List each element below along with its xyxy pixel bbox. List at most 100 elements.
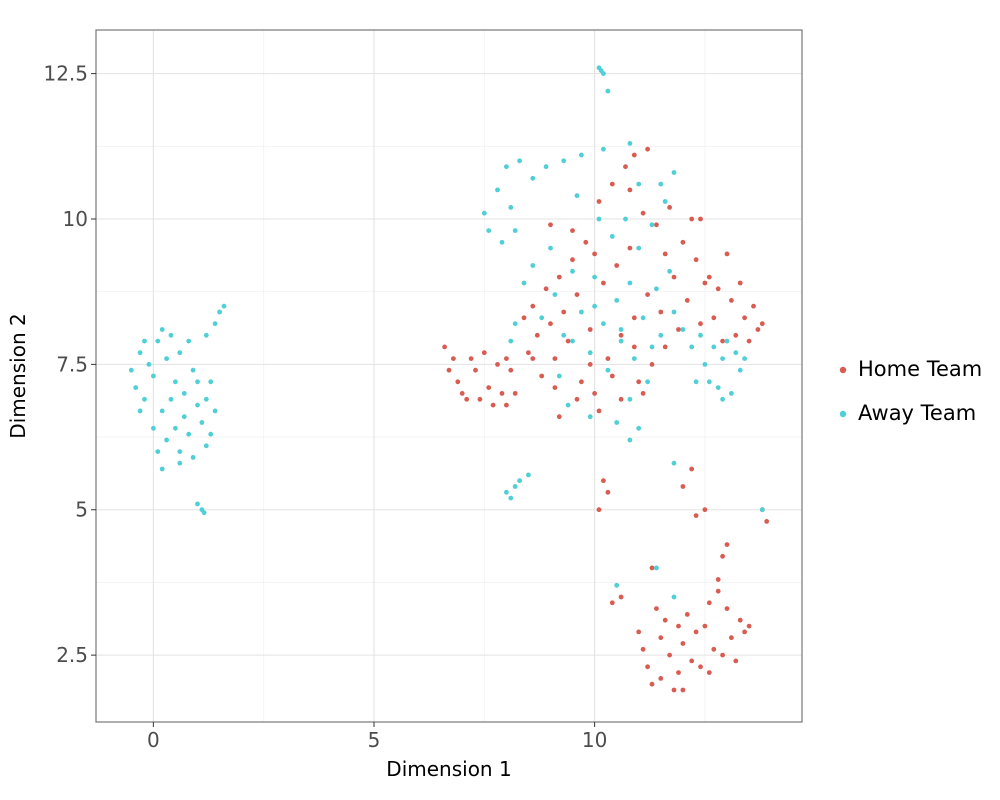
away-team-point: [142, 338, 147, 344]
home-team-point: [486, 385, 492, 390]
away-team-point: [618, 327, 624, 332]
home-team-point: [698, 216, 703, 222]
home-team-point: [746, 623, 752, 629]
home-team-point: [570, 228, 575, 234]
home-team-point: [680, 239, 686, 245]
away-team-point: [574, 193, 580, 199]
away-team-point: [587, 414, 593, 420]
away-team-point: [654, 286, 659, 292]
away-team-point: [671, 460, 677, 466]
home-team-point: [720, 338, 725, 344]
home-team-point: [596, 199, 602, 204]
y-tick-label: 5: [75, 498, 88, 522]
home-team-point: [459, 391, 465, 396]
away-team-point: [212, 321, 218, 327]
home-team-point: [693, 513, 699, 518]
away-team-point: [706, 379, 712, 385]
home-team-point: [684, 298, 690, 303]
away-team-point: [486, 228, 492, 234]
away-team-point: [627, 437, 633, 443]
x-tick-label: 0: [147, 728, 160, 752]
home-team-point: [751, 303, 756, 309]
home-team-point: [618, 396, 624, 402]
home-team-point: [706, 670, 712, 675]
home-team-point: [755, 327, 761, 332]
away-team-point: [711, 344, 717, 350]
home-team-point: [645, 146, 650, 152]
home-team-point: [711, 646, 717, 652]
away-team-point: [133, 385, 139, 390]
away-team-point: [499, 239, 505, 245]
home-team-point: [521, 315, 527, 321]
away-team-point: [186, 338, 192, 344]
home-team-point: [587, 327, 593, 332]
home-team-point: [640, 391, 646, 396]
home-team-point: [658, 676, 664, 681]
away-team-point: [530, 175, 536, 181]
home-team-point: [684, 612, 690, 617]
home-team-point: [711, 315, 717, 321]
away-team-point: [631, 356, 637, 361]
away-team-point: [159, 327, 165, 332]
y-tick-label: 12.5: [43, 62, 88, 86]
away-team-point: [671, 170, 677, 175]
away-team-point: [543, 164, 549, 170]
away-team-point: [601, 321, 606, 327]
away-team-point: [146, 362, 152, 367]
home-team-point: [451, 356, 456, 361]
home-team-point: [442, 344, 447, 350]
home-team-point: [702, 623, 708, 629]
away-team-point: [570, 338, 575, 344]
away-team-point: [151, 373, 156, 379]
home-team-point: [733, 658, 739, 664]
home-team-point: [671, 687, 677, 693]
away-team-point: [689, 344, 695, 350]
away-team-point: [605, 88, 611, 94]
away-team-point: [614, 582, 620, 588]
home-team-point: [676, 623, 681, 629]
home-team-point: [764, 519, 770, 524]
away-team-point: [570, 268, 575, 274]
away-team-point: [168, 332, 174, 338]
home-team-point: [605, 489, 611, 495]
away-team-point: [579, 152, 584, 158]
away-team-point: [195, 379, 200, 385]
away-team-point: [504, 164, 509, 170]
away-team-point: [155, 338, 161, 344]
home-team-point: [706, 600, 712, 606]
home-team-point: [609, 373, 615, 379]
away-team-point: [618, 338, 624, 344]
home-team-point: [609, 600, 615, 606]
home-team-point: [526, 350, 531, 356]
away-team-point: [164, 437, 170, 443]
away-team-point: [658, 332, 664, 338]
home-team-point: [680, 687, 686, 693]
away-team-point: [521, 280, 527, 286]
home-team-point: [649, 362, 655, 367]
legend-away-label: Away Team: [858, 401, 976, 425]
away-team-point: [517, 478, 522, 484]
x-axis-title: Dimension 1: [386, 757, 511, 781]
home-team-point: [556, 274, 562, 280]
home-team-point: [631, 344, 637, 350]
home-team-point: [499, 391, 505, 396]
away-team-point: [645, 379, 650, 385]
home-team-point: [504, 356, 509, 361]
away-team-point: [208, 379, 214, 385]
home-team-point: [601, 280, 606, 286]
home-team-point: [676, 670, 681, 675]
home-team-point: [543, 286, 549, 292]
away-team-point: [605, 367, 611, 373]
axis-ticks: 0 5 10 2.5 5 7.5 10 12.5: [43, 62, 607, 752]
home-team-point: [530, 303, 536, 309]
away-team-point: [128, 367, 134, 373]
legend-home-label: Home Team: [858, 357, 982, 381]
away-team-point: [203, 332, 209, 338]
away-team-point: [512, 321, 518, 327]
home-team-point: [592, 391, 597, 396]
away-team-point: [737, 367, 743, 373]
away-team-point: [137, 408, 143, 414]
away-team-point: [627, 280, 633, 286]
away-team-point: [181, 391, 187, 396]
away-team-point: [217, 309, 223, 315]
